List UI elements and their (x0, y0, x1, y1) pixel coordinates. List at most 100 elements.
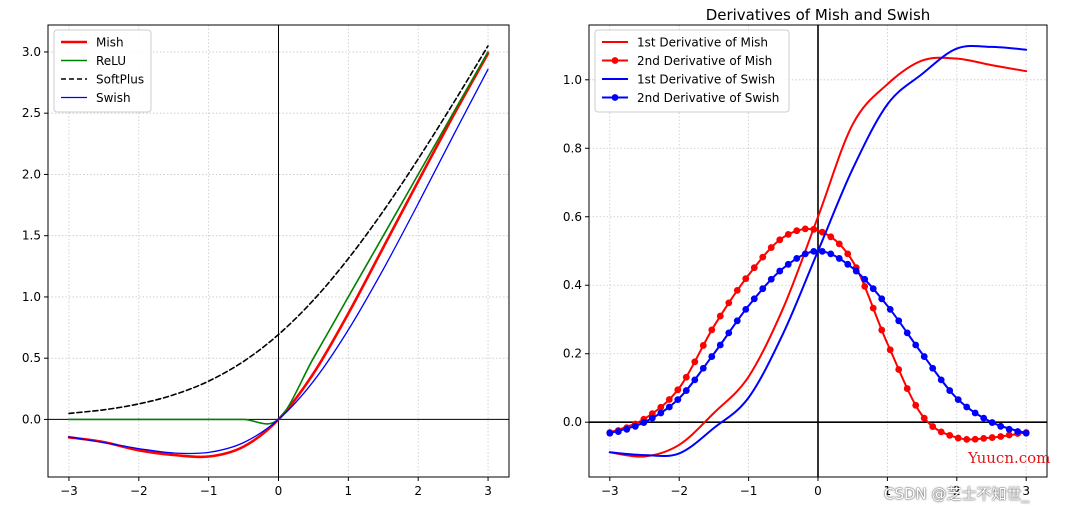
legend-box (594, 29, 790, 113)
data-point (725, 329, 733, 337)
data-point (648, 414, 656, 422)
x-tick-label: 0 (814, 484, 822, 498)
data-point (844, 260, 852, 268)
data-point (665, 396, 673, 403)
data-point (971, 409, 979, 417)
data-point (980, 435, 988, 442)
data-point (623, 425, 631, 433)
legend-label: 2nd Derivative of Swish (637, 91, 779, 105)
data-point (793, 255, 801, 262)
data-point (937, 428, 945, 436)
data-point (852, 267, 860, 275)
x-tick-label: 1 (345, 484, 353, 498)
data-point (869, 304, 877, 312)
data-point (895, 366, 903, 373)
x-tick-label: −2 (130, 484, 148, 498)
y-tick-label: 0.5 (22, 351, 41, 365)
data-point (810, 225, 818, 233)
y-tick-label: 1.0 (22, 290, 41, 304)
data-point (878, 295, 886, 303)
chart-2: −3 −2 −1 0 1 2 3 0.0 0.2 0.4 0.6 0.8 1.0 Derivatives … (563, 6, 1048, 498)
x-tick-label: −2 (670, 484, 688, 498)
data-point (606, 429, 614, 437)
data-point (869, 285, 877, 293)
data-point (767, 244, 775, 251)
y-tick-label: 2.5 (22, 106, 41, 120)
data-point (657, 409, 665, 417)
y-tick-label: 0.2 (563, 347, 582, 361)
data-point (1014, 428, 1022, 435)
data-point (691, 358, 699, 366)
data-point (954, 396, 962, 404)
chart-1: −3 −2 −1 0 1 2 3 0.0 0.5 1.0 1.5 2.0 2.5 3.0 Mish ReLU S… (22, 24, 510, 498)
data-point (691, 376, 699, 384)
data-point (946, 387, 954, 394)
data-point (614, 428, 622, 435)
x-tick-label: 2 (414, 484, 422, 498)
data-point (674, 386, 682, 394)
data-point (903, 385, 911, 392)
data-point (742, 275, 750, 283)
y-tick-label: 1.5 (22, 229, 41, 243)
data-point (861, 275, 869, 283)
data-point (963, 403, 971, 411)
legend-label: 1st Derivative of Mish (637, 36, 768, 50)
y-tick-label: 3.0 (22, 45, 41, 59)
legend-label: 2nd Derivative of Mish (637, 54, 772, 68)
data-point (886, 346, 894, 354)
data-point (827, 250, 835, 258)
legend-marker (611, 57, 619, 64)
x-tick-label: 1 (884, 484, 892, 498)
data-point (750, 295, 758, 303)
data-point (929, 423, 937, 430)
data-point (997, 422, 1005, 430)
data-point (963, 435, 971, 443)
data-point (716, 312, 724, 320)
data-point (988, 434, 996, 441)
data-point (767, 275, 775, 283)
y-tick-label: 0.0 (22, 412, 41, 426)
x-tick-label: −3 (601, 484, 619, 498)
data-point (810, 247, 818, 255)
data-point (682, 373, 690, 381)
data-point (640, 419, 648, 426)
data-point (920, 353, 928, 360)
data-point (776, 236, 784, 244)
data-point (708, 353, 716, 360)
data-point (835, 255, 843, 262)
data-point (1005, 431, 1013, 439)
data-point (733, 317, 741, 325)
data-point (657, 403, 665, 411)
data-point (631, 422, 639, 430)
series-line-softplus (68, 45, 489, 415)
legend-label: Mish (96, 36, 124, 50)
y-tick-label: 0.6 (563, 210, 582, 224)
data-point (912, 401, 920, 409)
data-point (878, 326, 886, 334)
x-tick-label: −1 (740, 484, 758, 498)
data-point (742, 305, 750, 313)
data-point (980, 414, 988, 422)
data-point (920, 414, 928, 422)
data-point (946, 431, 954, 439)
data-point (750, 264, 758, 272)
data-point (886, 305, 894, 313)
data-point (784, 230, 792, 238)
legend-marker (611, 94, 619, 101)
data-point (954, 434, 962, 442)
legend-label: Swish (96, 91, 131, 105)
data-point (665, 403, 673, 411)
data-point (835, 240, 843, 248)
data-point (1022, 429, 1030, 437)
data-point (801, 225, 809, 233)
data-point (929, 364, 937, 372)
series-line-relu (68, 51, 489, 425)
x-tick-label: −3 (60, 484, 78, 498)
x-tick-label: 3 (1022, 484, 1030, 498)
data-point (708, 326, 716, 334)
data-point (674, 396, 682, 404)
legend-label: 1st Derivative of Swish (637, 73, 775, 87)
data-point (861, 282, 869, 290)
legend-label: ReLU (96, 54, 126, 68)
